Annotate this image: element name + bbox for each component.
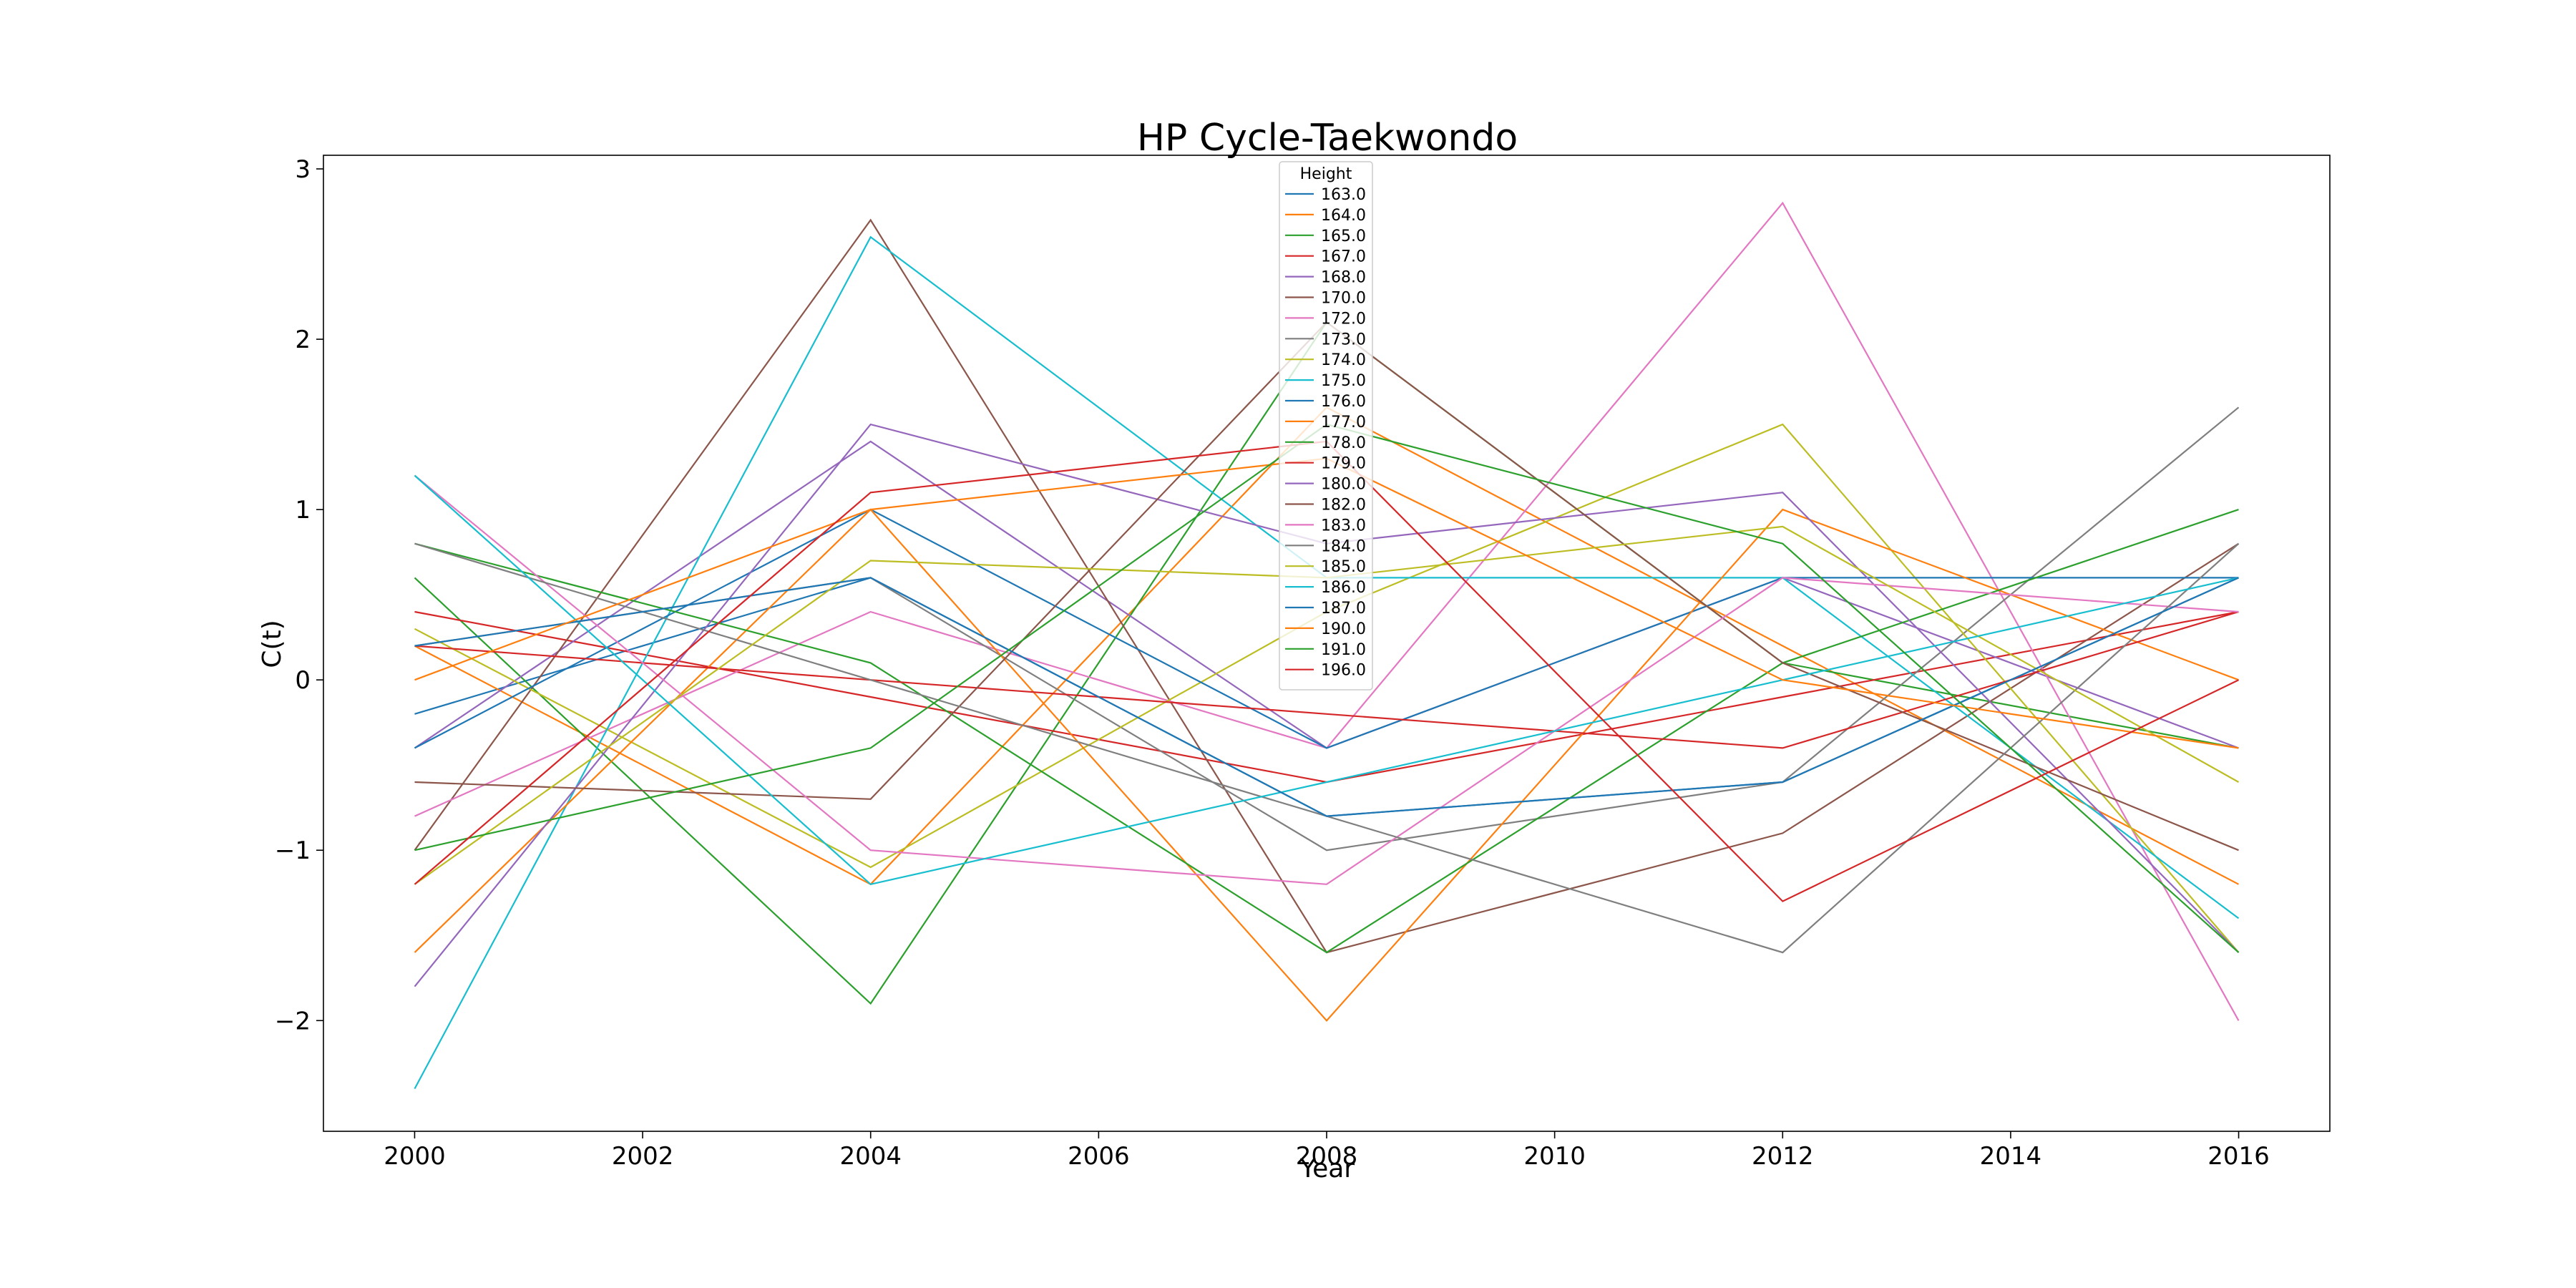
y-tick-label: 1 <box>295 496 311 525</box>
x-axis: 2000 2002 2004 2006 2008 2010 2012 2014 2016 <box>384 1131 2270 1171</box>
legend-entry-186.0: 186.0 <box>1321 579 1366 597</box>
legend-entry-172.0: 172.0 <box>1321 310 1366 328</box>
legend-entry-167.0: 167.0 <box>1321 248 1366 266</box>
legend-box <box>1279 161 1373 691</box>
series-line-187.0 <box>414 577 2239 817</box>
legend-entry-196.0: 196.0 <box>1321 662 1366 680</box>
y-tick-label: 3 <box>295 155 311 184</box>
x-tick-label: 2004 <box>839 1142 902 1171</box>
legend-entry-178.0: 178.0 <box>1321 434 1366 452</box>
series-line-183.0 <box>414 474 2239 885</box>
legend-entry-187.0: 187.0 <box>1321 600 1366 618</box>
y-tick-label: 0 <box>295 666 311 695</box>
legend-entry-190.0: 190.0 <box>1321 620 1366 638</box>
y-tick-label: 2 <box>295 326 311 354</box>
legend-entry-179.0: 179.0 <box>1321 455 1366 473</box>
legend-entry-168.0: 168.0 <box>1321 269 1366 287</box>
x-axis-label: Year <box>1299 1154 1355 1184</box>
series-line-176.0 <box>414 508 2239 749</box>
legend-entry-170.0: 170.0 <box>1321 290 1366 308</box>
legend: Height 163.0 164.0 165.0 167.0 168.0 170.0 172… <box>1279 161 1373 691</box>
x-tick-label: 2012 <box>1752 1142 1814 1171</box>
series-line-186.0 <box>414 474 2239 885</box>
legend-entry-163.0: 163.0 <box>1321 186 1366 204</box>
series-line-177.0 <box>414 508 2239 1022</box>
y-axis-label: C(t) <box>258 620 287 668</box>
legend-entry-177.0: 177.0 <box>1321 414 1366 431</box>
x-tick-label: 2014 <box>1980 1142 2042 1171</box>
x-tick-label: 2000 <box>384 1142 446 1171</box>
legend-entry-165.0: 165.0 <box>1321 228 1366 245</box>
legend-entry-174.0: 174.0 <box>1321 351 1366 369</box>
x-tick-label: 2002 <box>612 1142 674 1171</box>
y-axis: −2 −1 0 1 2 3 <box>275 155 323 1035</box>
chart-title: HP Cycle-Taekwondo <box>1137 117 1518 160</box>
legend-title: Height <box>1300 165 1352 183</box>
legend-entry-182.0: 182.0 <box>1321 497 1366 514</box>
legend-entry-183.0: 183.0 <box>1321 517 1366 535</box>
legend-entry-173.0: 173.0 <box>1321 331 1366 348</box>
x-tick-label: 2008 <box>1296 1142 1358 1171</box>
legend-entry-184.0: 184.0 <box>1321 537 1366 555</box>
y-tick-label: −1 <box>275 836 311 865</box>
x-tick-label: 2006 <box>1068 1142 1130 1171</box>
y-tick-label: −2 <box>275 1007 311 1035</box>
x-tick-label: 2010 <box>1523 1142 1586 1171</box>
legend-entry-176.0: 176.0 <box>1321 393 1366 411</box>
legend-entry-180.0: 180.0 <box>1321 476 1366 494</box>
legend-entry-185.0: 185.0 <box>1321 558 1366 576</box>
legend-entry-191.0: 191.0 <box>1321 641 1366 659</box>
x-tick-label: 2016 <box>2207 1142 2270 1171</box>
legend-entry-164.0: 164.0 <box>1321 207 1366 225</box>
legend-entry-175.0: 175.0 <box>1321 372 1366 390</box>
